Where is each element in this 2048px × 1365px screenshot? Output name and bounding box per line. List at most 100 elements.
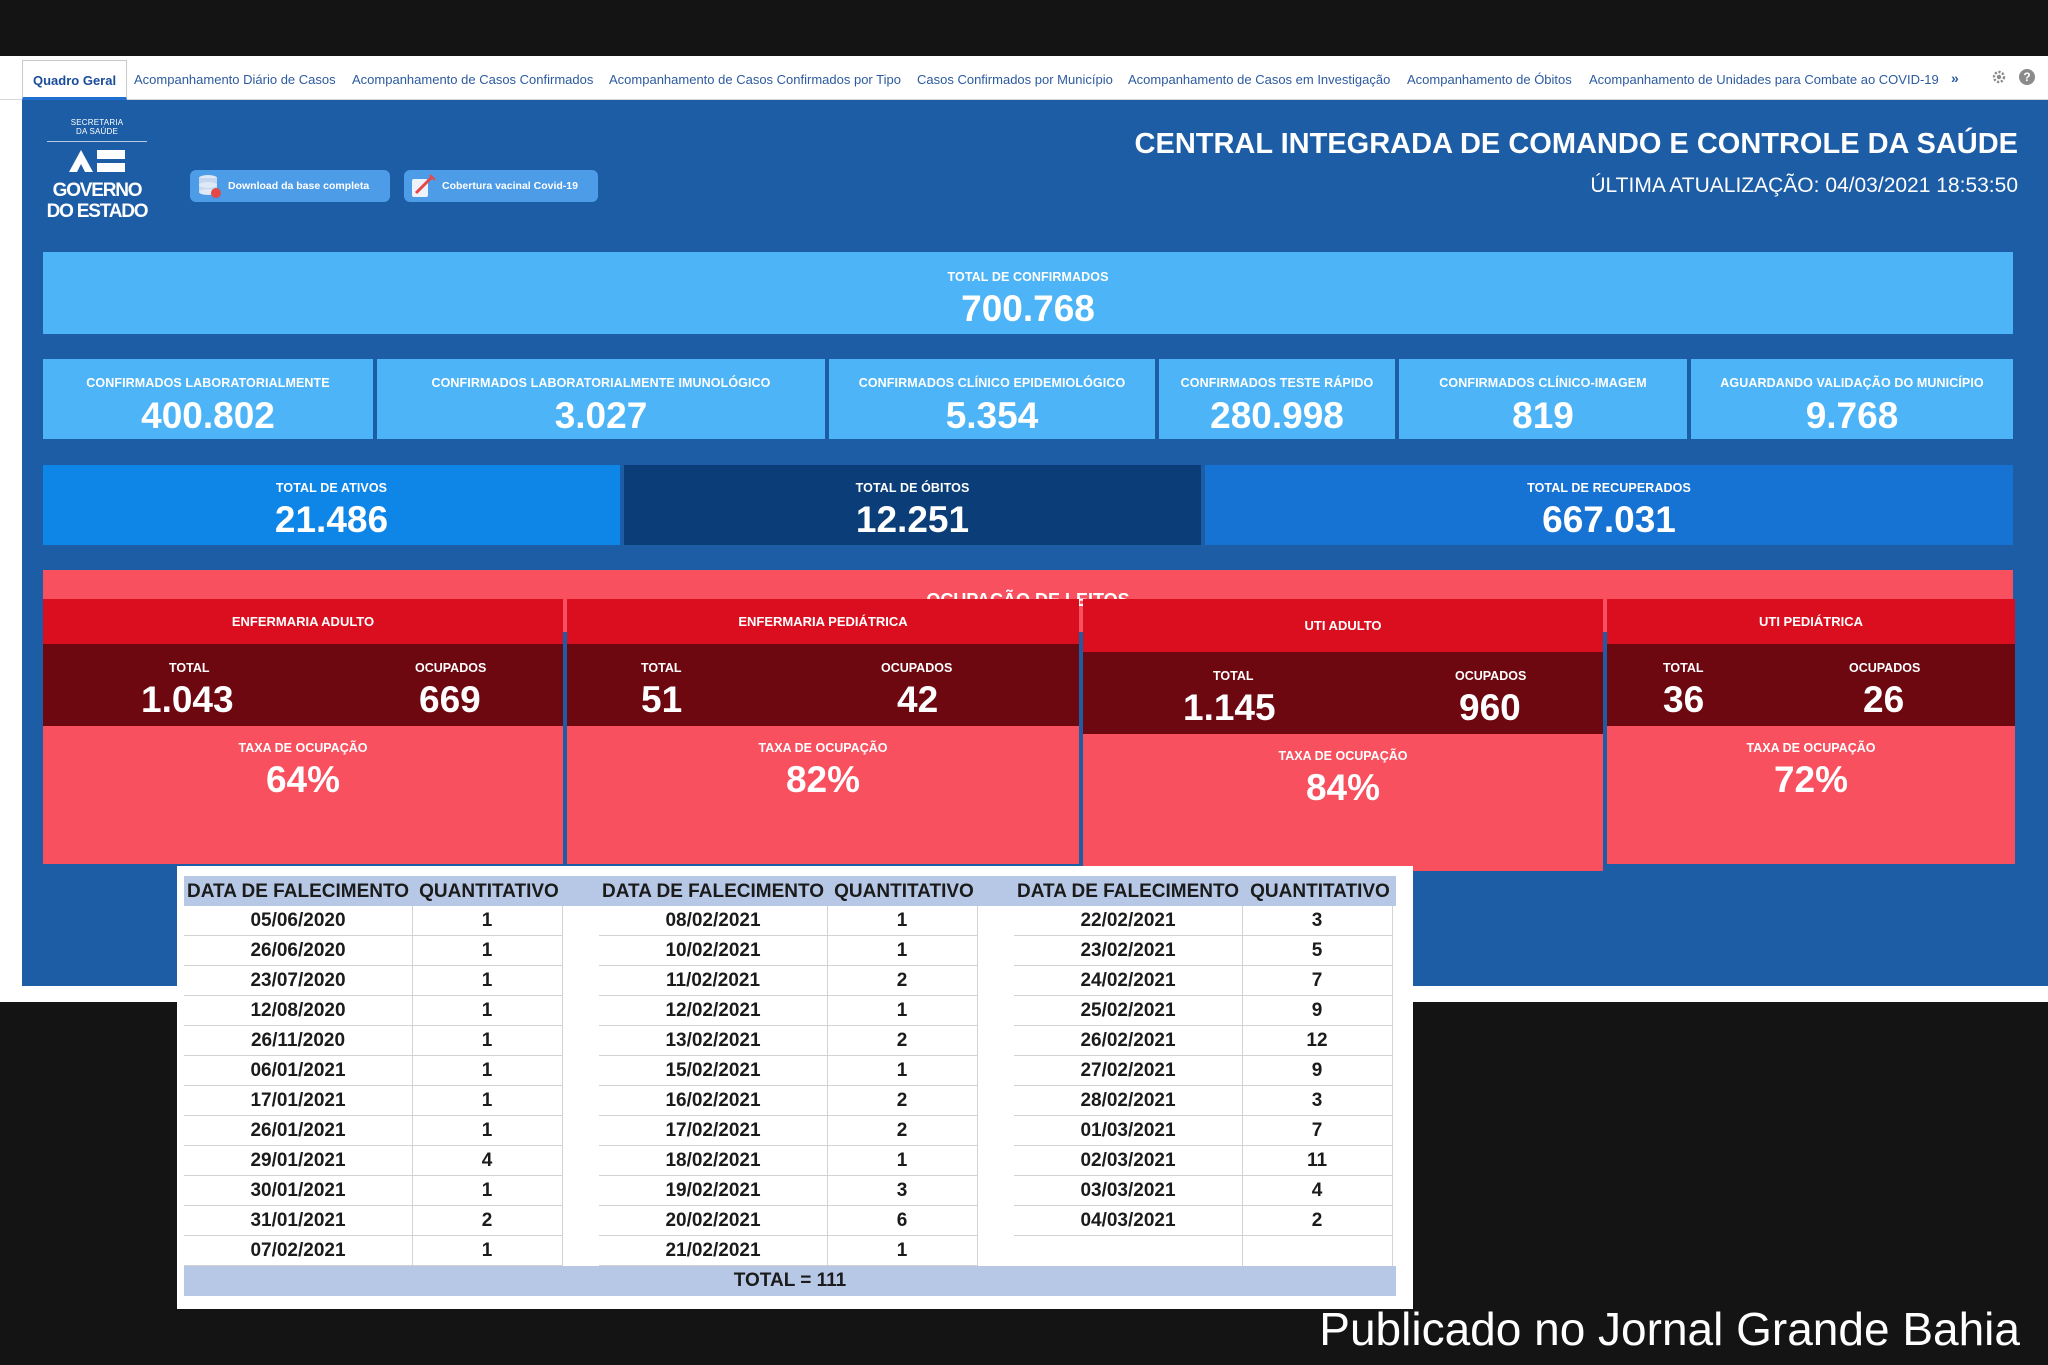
death-quantity-cell: 2	[481, 1210, 493, 1231]
death-date-cell: 07/02/2021	[250, 1240, 346, 1261]
death-date-cell: 02/03/2021	[1080, 1150, 1176, 1171]
death-quantity-cell: 1	[481, 940, 493, 961]
death-quantity-cell: 1	[481, 1240, 493, 1261]
help-icon[interactable]: ?	[2018, 68, 2036, 86]
total-active-value: 21.486	[274, 499, 389, 540]
tab-quadro-geral[interactable]: Quadro Geral	[22, 60, 128, 100]
bed-total-label: TOTAL	[169, 661, 210, 675]
awaiting-validation-value: 9.768	[1805, 395, 1899, 436]
total-deaths-card: TOTAL DE ÓBITOS 12.251	[624, 465, 1201, 545]
table-row-divider	[184, 1205, 562, 1206]
table-row-divider	[184, 1265, 562, 1266]
tab-casos-por-municipio[interactable]: Casos Confirmados por Município	[917, 72, 1113, 87]
death-quantity-cell: 5	[1311, 940, 1323, 961]
bed-box-title: ENFERMARIA PEDIÁTRICA	[567, 599, 1079, 644]
confirmed-lab-immuno-label: CONFIRMADOS LABORATORIALMENTE IMUNOLÓGIC…	[431, 376, 771, 390]
tab-casos-confirmados-tipo[interactable]: Acompanhamento de Casos Confirmados por …	[609, 72, 901, 87]
death-date-cell: 25/02/2021	[1080, 1000, 1176, 1021]
death-date-cell: 17/02/2021	[665, 1120, 761, 1141]
table-row-divider	[184, 1085, 562, 1086]
death-date-cell: 12/02/2021	[665, 1000, 761, 1021]
table-row-divider	[1014, 1055, 1392, 1056]
death-quantity-cell: 2	[896, 1120, 908, 1141]
tab-obitos[interactable]: Acompanhamento de Óbitos	[1407, 72, 1572, 87]
col-header-qty-2: QUANTITATIVO	[834, 881, 974, 902]
bed-total-label: TOTAL	[1663, 661, 1704, 675]
death-quantity-cell: 1	[481, 910, 493, 931]
death-quantity-cell: 2	[896, 1090, 908, 1111]
confirmed-clinical-epi-card: CONFIRMADOS CLÍNICO EPIDEMIOLÓGICO 5.354	[829, 359, 1155, 439]
bed-total-label: TOTAL	[641, 661, 682, 675]
vaccine-coverage-button[interactable]: Cobertura vacinal Covid-19	[404, 170, 598, 202]
confirmed-clinical-image-label: CONFIRMADOS CLÍNICO-IMAGEM	[1439, 376, 1647, 390]
total-active-card: TOTAL DE ATIVOS 21.486	[43, 465, 620, 545]
download-database-button[interactable]: Download da base completa	[190, 170, 390, 202]
bed-rate-label: TAXA DE OCUPAÇÃO	[1746, 741, 1876, 755]
bed-rate-panel	[1607, 726, 2015, 864]
deaths-group-divider	[1392, 906, 1393, 1266]
bed-box-enfermaria-adulto: ENFERMARIA ADULTO TOTAL 1.043 OCUPADOS 6…	[43, 599, 563, 864]
bed-total-value: 51	[641, 679, 683, 720]
tab-bar: Quadro Geral Acompanhamento Diário de Ca…	[0, 56, 2048, 100]
table-row-divider	[599, 1265, 977, 1266]
death-date-cell: 18/02/2021	[665, 1150, 761, 1171]
bed-rate-label: TAXA DE OCUPAÇÃO	[1278, 749, 1408, 763]
tab-casos-em-investigacao[interactable]: Acompanhamento de Casos em Investigação	[1128, 72, 1391, 87]
table-row-divider	[599, 1025, 977, 1026]
death-quantity-cell: 1	[896, 1240, 908, 1261]
deaths-column-divider	[412, 906, 413, 1266]
bed-box-counts	[1607, 644, 2015, 726]
death-date-cell: 28/02/2021	[1080, 1090, 1176, 1111]
confirmed-clinical-epi-label: CONFIRMADOS CLÍNICO EPIDEMIOLÓGICO	[858, 376, 1126, 390]
bed-rate-label: TAXA DE OCUPAÇÃO	[758, 741, 888, 755]
bed-rate-value: 82%	[785, 759, 861, 800]
col-header-date-1: DATA DE FALECIMENTO	[186, 881, 410, 902]
deaths-column-divider	[827, 906, 828, 1266]
table-row-divider	[1014, 1025, 1392, 1026]
table-row-divider	[599, 935, 977, 936]
death-date-cell: 30/01/2021	[250, 1180, 346, 1201]
death-quantity-cell: 3	[896, 1180, 908, 1201]
more-tabs-icon[interactable]: »	[1951, 70, 1959, 86]
death-date-cell: 26/06/2020	[250, 940, 346, 961]
bed-rate-panel	[43, 726, 563, 864]
total-recovered-label: TOTAL DE RECUPERADOS	[1527, 481, 1691, 495]
logo-governo: GOVERNO	[52, 180, 143, 201]
death-date-cell: 31/01/2021	[250, 1210, 346, 1231]
bed-rate-value: 84%	[1305, 767, 1381, 808]
table-row-divider	[184, 1145, 562, 1146]
tab-acompanhamento-diario[interactable]: Acompanhamento Diário de Casos	[134, 72, 336, 87]
death-date-cell: 23/07/2020	[250, 970, 346, 991]
tab-unidades-covid[interactable]: Acompanhamento de Unidades para Combate …	[1589, 72, 1939, 87]
death-quantity-cell: 1	[481, 970, 493, 991]
death-date-cell: 19/02/2021	[665, 1180, 761, 1201]
total-deaths-value: 12.251	[855, 499, 970, 540]
bed-occupied-value: 960	[1459, 687, 1521, 728]
confirmed-lab-card: CONFIRMADOS LABORATORIALMENTE 400.802	[43, 359, 373, 439]
tab-casos-confirmados[interactable]: Acompanhamento de Casos Confirmados	[352, 72, 594, 87]
death-date-cell: 13/02/2021	[665, 1030, 761, 1051]
death-quantity-cell: 2	[896, 970, 908, 991]
total-confirmed-label: TOTAL DE CONFIRMADOS	[947, 270, 1109, 284]
bed-box-title: UTI PEDIÁTRICA	[1607, 599, 2015, 644]
death-quantity-cell: 1	[896, 1000, 908, 1021]
death-quantity-cell: 7	[1311, 1120, 1323, 1141]
death-quantity-cell: 1	[481, 1120, 493, 1141]
download-database-label: Download da base completa	[228, 180, 370, 192]
total-confirmed-value: 700.768	[961, 288, 1095, 329]
bed-rate-value: 64%	[265, 759, 341, 800]
death-date-cell: 11/02/2021	[665, 970, 761, 991]
death-date-cell: 05/06/2020	[250, 910, 346, 931]
death-date-cell: 16/02/2021	[665, 1090, 761, 1111]
death-quantity-cell: 2	[1311, 1210, 1323, 1231]
death-date-cell: 23/02/2021	[1080, 940, 1176, 961]
table-row-divider	[1014, 1205, 1392, 1206]
logo-do-estado: DO ESTADO	[46, 201, 149, 222]
death-quantity-cell: 2	[896, 1030, 908, 1051]
death-date-cell: 20/02/2021	[665, 1210, 761, 1231]
deaths-by-date-table: DATA DE FALECIMENTO QUANTITATIVO DATA DE…	[177, 866, 1413, 1309]
settings-icon[interactable]	[1990, 68, 2008, 86]
table-row-divider	[1014, 965, 1392, 966]
death-quantity-cell: 9	[1311, 1060, 1323, 1081]
table-row-divider	[599, 1205, 977, 1206]
